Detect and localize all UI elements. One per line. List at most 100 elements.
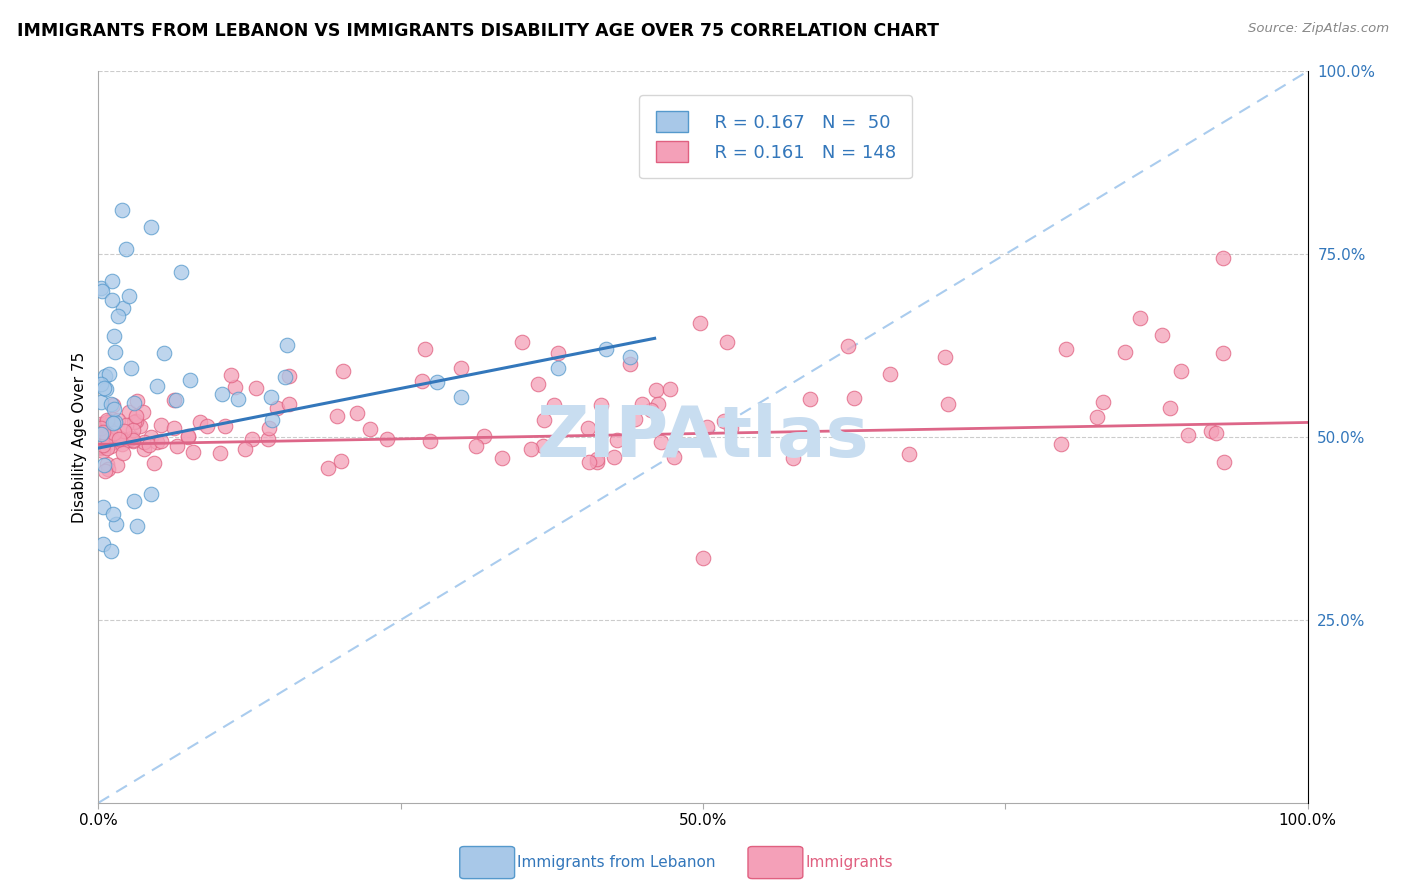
Point xyxy=(129,418,152,433)
Point xyxy=(346,406,368,420)
Point xyxy=(547,360,569,375)
Point xyxy=(276,338,298,352)
Point xyxy=(90,419,112,434)
Text: Immigrants from Lebanon: Immigrants from Lebanon xyxy=(517,855,716,870)
Point xyxy=(170,265,193,279)
Point xyxy=(91,444,114,458)
Point xyxy=(117,289,139,303)
Point xyxy=(879,368,901,382)
Point xyxy=(221,368,243,382)
Point xyxy=(90,421,112,435)
Point xyxy=(107,413,129,427)
Point xyxy=(1213,455,1236,469)
Text: IMMIGRANTS FROM LEBANON VS IMMIGRANTS DISABILITY AGE OVER 75 CORRELATION CHART: IMMIGRANTS FROM LEBANON VS IMMIGRANTS DI… xyxy=(17,22,939,40)
Point xyxy=(619,350,641,364)
Point xyxy=(177,430,200,444)
Point xyxy=(179,372,201,386)
Point xyxy=(166,439,188,453)
Point xyxy=(115,418,138,433)
Point xyxy=(491,451,513,466)
Point xyxy=(96,426,118,441)
Point xyxy=(152,345,174,359)
Point xyxy=(1092,394,1115,409)
Point xyxy=(139,219,162,234)
Point xyxy=(100,544,122,558)
Point xyxy=(1170,364,1192,378)
Point xyxy=(93,458,115,473)
Point xyxy=(132,434,155,449)
Point xyxy=(90,427,112,442)
Point xyxy=(332,364,354,378)
Point xyxy=(842,392,865,406)
Point xyxy=(104,415,127,429)
Point xyxy=(510,334,533,349)
Legend:   R = 0.167   N =  50,   R = 0.161   N = 148: R = 0.167 N = 50, R = 0.161 N = 148 xyxy=(640,95,912,178)
Point xyxy=(101,507,124,521)
Point xyxy=(450,390,472,404)
Point xyxy=(799,392,821,406)
Point xyxy=(591,398,613,412)
Y-axis label: Disability Age Over 75: Disability Age Over 75 xyxy=(72,351,87,523)
Point xyxy=(214,419,236,434)
Point xyxy=(647,397,669,411)
Point xyxy=(1054,343,1077,357)
Point xyxy=(240,432,263,446)
Point xyxy=(163,421,186,435)
Point xyxy=(934,350,956,364)
Point xyxy=(108,432,131,446)
Point xyxy=(181,445,204,459)
Point xyxy=(122,424,145,438)
Point xyxy=(127,394,149,409)
Point xyxy=(260,413,283,427)
Point xyxy=(124,415,146,429)
Point xyxy=(150,417,173,432)
Point xyxy=(1201,424,1223,438)
Point xyxy=(1177,428,1199,442)
Point xyxy=(124,494,146,508)
Point xyxy=(117,434,139,448)
Point xyxy=(101,416,124,430)
Point xyxy=(606,434,628,448)
Point xyxy=(190,415,212,429)
Point xyxy=(125,519,148,533)
Point xyxy=(100,439,122,453)
Point xyxy=(91,425,114,439)
Point xyxy=(122,433,145,447)
Point xyxy=(90,439,112,453)
Point xyxy=(90,377,112,392)
Point xyxy=(413,343,436,357)
Point xyxy=(359,421,381,435)
Point xyxy=(96,458,118,472)
Point xyxy=(260,390,283,404)
Point xyxy=(120,432,142,446)
Point xyxy=(125,414,148,428)
Point xyxy=(1212,251,1234,265)
Point xyxy=(411,374,433,388)
Point xyxy=(543,398,565,412)
Point xyxy=(90,439,112,453)
Point xyxy=(115,242,138,256)
Point xyxy=(121,434,143,449)
Point xyxy=(624,411,647,425)
Point xyxy=(586,451,609,466)
Point xyxy=(105,432,128,446)
Point xyxy=(101,293,124,307)
Point xyxy=(224,380,246,394)
Point xyxy=(533,413,555,427)
Point xyxy=(96,415,118,429)
Point xyxy=(837,338,859,352)
Point xyxy=(1129,311,1152,326)
Point xyxy=(696,420,718,434)
Point xyxy=(94,368,117,383)
Text: Source: ZipAtlas.com: Source: ZipAtlas.com xyxy=(1249,22,1389,36)
Point xyxy=(631,396,654,410)
Point xyxy=(145,379,167,393)
Point xyxy=(103,425,125,440)
Point xyxy=(1159,401,1181,415)
Point xyxy=(90,432,112,446)
Point xyxy=(96,441,118,455)
Point xyxy=(692,550,714,565)
Point xyxy=(100,274,122,288)
Point xyxy=(101,434,124,449)
Point xyxy=(98,416,121,430)
